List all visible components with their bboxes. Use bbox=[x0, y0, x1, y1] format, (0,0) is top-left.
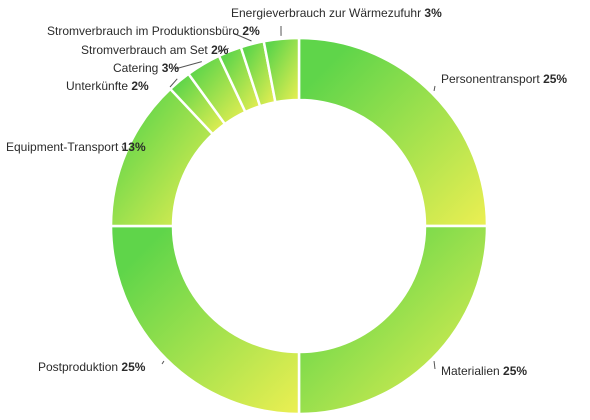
slice-label-value: 2% bbox=[211, 43, 229, 57]
slice-label-name: Energieverbrauch zur Wärmezufuhr bbox=[231, 6, 424, 20]
slice-label-name: Personentransport bbox=[441, 72, 543, 86]
slice-label-name: Catering bbox=[113, 61, 162, 75]
leader-line bbox=[433, 85, 436, 92]
slice-label: Unterkünfte 2% bbox=[66, 79, 149, 93]
slice-label: Postproduktion 25% bbox=[38, 360, 146, 374]
slice-label-value: 25% bbox=[503, 364, 527, 378]
slice-postproduktion bbox=[109, 224, 301, 416]
slice-label-name: Materialien bbox=[441, 364, 503, 378]
slice-label-name: Postproduktion bbox=[38, 360, 121, 374]
leader-line bbox=[217, 47, 229, 53]
leader-line bbox=[121, 145, 125, 151]
slice-label: Energieverbrauch zur Wärmezufuhr 3% bbox=[231, 6, 442, 20]
slice-label-value: 2% bbox=[242, 24, 260, 38]
label-group: Personentransport 25%Materialien 25%Post… bbox=[6, 6, 567, 378]
slice-label-value: 3% bbox=[424, 6, 442, 20]
slice-label-name: Unterkünfte bbox=[66, 79, 131, 93]
slice-materialien bbox=[297, 224, 489, 416]
leader-line bbox=[174, 61, 202, 70]
slice-label-name: Stromverbrauch am Set bbox=[81, 43, 211, 57]
slice-label-name: Stromverbrauch im Produktionsbüro bbox=[47, 24, 242, 38]
slice-energieverbrauch-zur-wärmezufuhr bbox=[262, 36, 301, 104]
slice-personentransport bbox=[297, 36, 489, 228]
slice-label-value: 25% bbox=[543, 72, 567, 86]
leader-line bbox=[169, 78, 178, 88]
slice-label: Materialien 25% bbox=[441, 364, 527, 378]
slice-label: Stromverbrauch am Set 2% bbox=[81, 43, 229, 57]
slice-label-value: 13% bbox=[122, 140, 146, 154]
slice-group bbox=[109, 36, 489, 416]
slice-label: Catering 3% bbox=[113, 61, 179, 75]
leader-line bbox=[161, 360, 165, 365]
slice-label: Personentransport 25% bbox=[441, 72, 567, 86]
slice-label: Stromverbrauch im Produktionsbüro 2% bbox=[47, 24, 260, 38]
slice-label: Equipment-Transport 13% bbox=[6, 140, 146, 154]
leader-line bbox=[232, 32, 252, 42]
leader-line bbox=[433, 360, 436, 370]
slice-label-name: Equipment-Transport bbox=[6, 140, 122, 154]
slice-label-value: 3% bbox=[162, 61, 180, 75]
slice-label-value: 25% bbox=[121, 360, 145, 374]
slice-label-value: 2% bbox=[131, 79, 149, 93]
